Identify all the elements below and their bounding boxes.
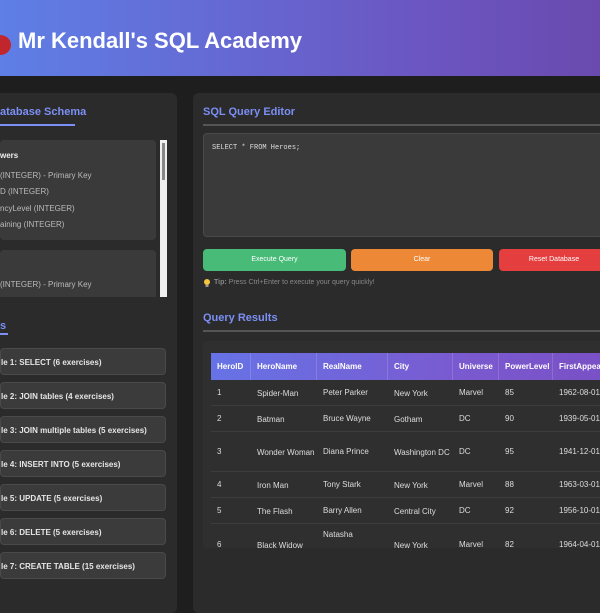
logo: [0, 35, 11, 55]
table-cell: 90: [505, 414, 514, 423]
table-cell: Tony Stark: [323, 480, 361, 489]
column: (INTEGER) - Primary Key: [0, 280, 92, 289]
table-cell: 2: [217, 414, 222, 423]
schema-list: wers (INTEGER) - Primary Key D (INTEGER) nc…: [0, 140, 168, 297]
table-row: 4 Iron Man Tony Stark New York Marvel 88 1963-…: [211, 472, 600, 498]
module-button[interactable]: le 3: JOIN multiple tables (5 exercises): [0, 416, 166, 443]
table-cell: 95: [505, 447, 514, 456]
underline: [203, 330, 600, 332]
results-table: HeroID HeroName RealName City Universe PowerL…: [203, 341, 600, 548]
table-cell: 1939-05-01: [559, 414, 600, 423]
editor-title: SQL Query Editor: [203, 106, 296, 118]
clear-button[interactable]: Clear: [351, 249, 493, 271]
table-cell: 1956-10-01: [559, 506, 600, 515]
table-cell: Black Widow: [257, 540, 303, 549]
table-cell: DC: [459, 447, 471, 456]
table-cell: Marvel: [459, 388, 484, 397]
table-cell: Marvel: [459, 480, 484, 489]
table-name: wers: [0, 151, 19, 160]
underline: [0, 333, 8, 335]
module-button[interactable]: le 7: CREATE TABLE (15 exercises): [0, 552, 166, 579]
table-cell: The Flash: [257, 506, 293, 516]
table-cell: DC: [459, 506, 471, 515]
table-cell: 5: [217, 506, 222, 515]
module-button[interactable]: le 2: JOIN tables (4 exercises): [0, 382, 166, 409]
query-text: SELECT * FROM Heroes;: [212, 144, 301, 152]
tip-text: Press Ctrl+Enter to execute your query q…: [228, 279, 375, 286]
table-cell: 1962-08-01: [559, 388, 600, 397]
table-row: 2 Batman Bruce Wayne Gotham DC 90 1939-05-01: [211, 406, 600, 432]
query-editor[interactable]: SELECT * FROM Heroes;: [203, 133, 600, 237]
results-title: Query Results: [203, 312, 278, 324]
table-cell: 82: [505, 540, 514, 548]
table-cell: 3: [217, 447, 222, 456]
table-cell: Washington DC: [394, 447, 450, 457]
table-cell: New York: [394, 540, 428, 549]
table-row: 3 Wonder Woman Diana Prince Washington DC DC…: [211, 432, 600, 472]
table-row: 1 Spider-Man Peter Parker New York Marvel 85 1…: [211, 380, 600, 406]
schema-title: atabase Schema: [0, 106, 87, 118]
table-header: HeroID HeroName RealName City Universe PowerL…: [211, 353, 600, 380]
table-cell: 1964-04-01: [559, 540, 600, 548]
table-cell: 88: [505, 480, 514, 489]
column-header: HeroName: [251, 353, 317, 380]
schema-table: wers (INTEGER) - Primary Key D (INTEGER) nc…: [0, 140, 156, 240]
module-button[interactable]: le 1: SELECT (6 exercises): [0, 348, 166, 375]
column-header: FirstAppearance: [553, 353, 600, 380]
tip-icon: [204, 279, 210, 287]
column: ncyLevel (INTEGER): [0, 203, 75, 213]
table-cell: Iron Man: [257, 480, 289, 490]
execute-button[interactable]: Execute Query: [203, 249, 346, 271]
underline: [203, 124, 600, 126]
table-cell: New York: [394, 388, 428, 398]
table-cell: 1941-12-01: [559, 447, 600, 456]
table-row: 5 The Flash Barry Allen Central City DC 92 195…: [211, 498, 600, 524]
table-cell: Diana Prince: [323, 447, 369, 456]
table-cell: Batman: [257, 414, 285, 424]
underline: [0, 124, 75, 126]
table-cell: DC: [459, 414, 471, 423]
header: Mr Kendall's SQL Academy: [0, 0, 600, 76]
table-cell: Barry Allen: [323, 506, 362, 515]
table-cell: Spider-Man: [257, 388, 299, 398]
table-cell: 85: [505, 388, 514, 397]
table-cell: 4: [217, 480, 222, 489]
schema-table: (INTEGER) - Primary Key: [0, 250, 156, 297]
exercises-title: s: [0, 320, 7, 332]
table-cell: 6: [217, 540, 222, 548]
tip-label: Tip:: [214, 279, 227, 286]
table-cell: Peter Parker: [323, 388, 368, 397]
column-header: HeroID: [211, 353, 251, 380]
app-title: Mr Kendall's SQL Academy: [18, 28, 302, 53]
table-cell: Natasha: [323, 530, 353, 539]
module-button[interactable]: le 4: INSERT INTO (5 exercises): [0, 450, 166, 477]
reset-button[interactable]: Reset Database: [499, 249, 600, 271]
column: (INTEGER) - Primary Key: [0, 171, 92, 180]
column-header: PowerLevel: [499, 353, 553, 380]
table-cell: 1: [217, 388, 222, 397]
column: aining (INTEGER): [0, 220, 65, 230]
table-cell: Bruce Wayne: [323, 414, 371, 423]
module-button[interactable]: le 5: UPDATE (5 exercises): [0, 484, 166, 511]
module-button[interactable]: le 6: DELETE (5 exercises): [0, 518, 166, 545]
column-header: City: [388, 353, 453, 380]
table-cell: Gotham: [394, 414, 423, 424]
table-cell: 1963-03-01: [559, 480, 600, 489]
table-cell: Marvel: [459, 540, 484, 548]
column: D (INTEGER): [0, 187, 49, 197]
table-cell: Central City: [394, 506, 436, 516]
table-cell: New York: [394, 480, 428, 490]
column-header: RealName: [317, 353, 388, 380]
column-header: Universe: [453, 353, 499, 380]
tip: Tip: Press Ctrl+Enter to execute your qu…: [214, 279, 375, 286]
table-cell: Wonder Woman: [257, 447, 315, 457]
scrollbar: [160, 140, 167, 297]
table-cell: 92: [505, 506, 514, 515]
table-row: 6 Black Widow Natasha New York Marvel 82 1964-…: [211, 524, 600, 548]
